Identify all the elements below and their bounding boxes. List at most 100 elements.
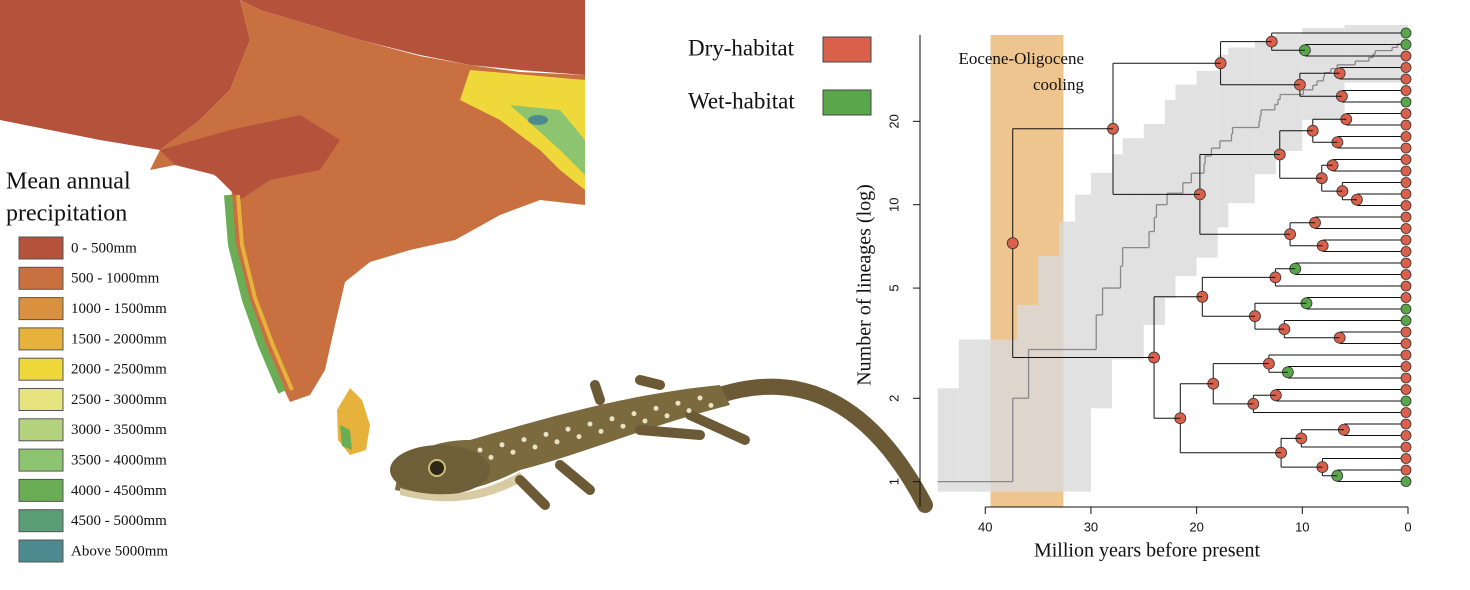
y-tick-label: 10 xyxy=(886,197,901,211)
gecko-spot xyxy=(521,437,527,443)
legend-swatch xyxy=(18,418,64,442)
legend-label: 2500 - 3000mm xyxy=(71,392,167,408)
tree-tip xyxy=(1400,441,1412,453)
legend-swatch xyxy=(18,509,64,533)
tree-tip xyxy=(1400,464,1412,476)
tree-tip xyxy=(1400,476,1412,487)
tree-tip xyxy=(1400,372,1412,384)
gecko-eye xyxy=(428,459,446,477)
gecko-spot xyxy=(488,454,494,460)
gecko-spot xyxy=(499,442,505,448)
ci-band xyxy=(1038,256,1060,492)
gecko-spot xyxy=(576,434,582,440)
tree-tip xyxy=(1400,50,1412,62)
ci-band xyxy=(1344,25,1408,83)
tree-tip xyxy=(1400,211,1412,223)
legend-label: 2000 - 2500mm xyxy=(71,362,167,378)
tree-tip xyxy=(1400,154,1412,165)
tree-tip xyxy=(1400,200,1412,211)
legend-title: Mean annual xyxy=(6,169,131,195)
tree-tip xyxy=(1400,315,1412,326)
tree-tip xyxy=(1400,234,1412,246)
gecko-spot xyxy=(532,444,538,450)
tree-tip xyxy=(1400,303,1412,315)
ci-band xyxy=(937,388,959,492)
tree-tip xyxy=(1400,165,1412,177)
gecko-belly xyxy=(400,472,525,502)
gecko-spot xyxy=(620,423,626,429)
ci-band xyxy=(958,339,1017,492)
sri-lanka-wet xyxy=(340,425,352,450)
tree-tip xyxy=(1400,39,1412,50)
ci-band xyxy=(1175,84,1197,277)
tree-node xyxy=(1006,237,1019,250)
ci-band xyxy=(1254,40,1276,175)
ci-band xyxy=(1090,172,1113,409)
tree-tip xyxy=(1400,280,1412,292)
gecko-leg xyxy=(635,425,705,440)
legend-label: Dry-habitat xyxy=(688,35,795,60)
gecko-spot xyxy=(697,395,703,401)
tree-tip xyxy=(1400,27,1412,39)
ci-band xyxy=(1059,221,1076,492)
ci-band xyxy=(1112,154,1123,360)
tree-tip xyxy=(1400,246,1412,257)
gecko-spot xyxy=(631,411,637,417)
gecko-spot xyxy=(554,439,560,445)
legend-label: 4000 - 4500mm xyxy=(71,483,167,499)
y-tick-label: 20 xyxy=(886,114,901,128)
ci-band xyxy=(1275,34,1303,151)
dry-core xyxy=(160,115,340,200)
tree-tip xyxy=(1400,142,1412,154)
legend-label: 0 - 500mm xyxy=(71,240,137,256)
tree-tip xyxy=(1400,257,1412,269)
wet-northeast xyxy=(460,70,585,190)
gecko-spot xyxy=(609,416,615,422)
tree-tip xyxy=(1400,131,1412,142)
ci-band xyxy=(1122,138,1144,360)
tree-tip xyxy=(1400,62,1412,73)
legend-label: Wet-habitat xyxy=(688,88,795,113)
gecko-spot xyxy=(653,405,659,411)
ci-band xyxy=(1164,99,1176,299)
gecko-leg xyxy=(515,475,550,510)
annotation: Eocene-Oligocene xyxy=(958,49,1084,68)
tree-tip xyxy=(1400,177,1412,188)
tree-tip xyxy=(1400,326,1412,338)
annotation: cooling xyxy=(1033,75,1084,94)
tree-tip xyxy=(1400,108,1412,119)
tree-tip xyxy=(1400,223,1412,234)
tree-tip xyxy=(1400,349,1412,361)
ci-band xyxy=(1075,194,1091,492)
tree-tip xyxy=(1400,384,1412,395)
legend-label: 1500 - 2000mm xyxy=(71,331,167,347)
gecko-spot xyxy=(510,449,516,455)
tree-tip xyxy=(1400,73,1412,85)
gecko-photo xyxy=(390,375,933,513)
gecko-leg xyxy=(590,380,605,405)
precipitation-map: Mean annual precipitation 0 - 500mm 500 - 1… xyxy=(0,0,585,563)
tree-tip xyxy=(1400,292,1412,303)
legend-label: 500 - 1000mm xyxy=(71,271,160,287)
ghats-edge xyxy=(236,194,294,391)
tree-tip xyxy=(1400,338,1412,349)
legend-label: Above 5000mm xyxy=(71,543,168,559)
y-tick-label: 2 xyxy=(886,395,901,402)
gecko-spot xyxy=(642,418,648,424)
western-ghats xyxy=(224,194,286,394)
gecko-spot xyxy=(477,447,483,453)
gecko-leg xyxy=(555,460,595,495)
legend-swatch xyxy=(18,327,64,351)
x-tick-label: 0 xyxy=(1404,519,1411,534)
legend-swatch xyxy=(18,448,64,472)
gecko-spot xyxy=(565,426,571,432)
gecko-spot xyxy=(598,428,604,434)
legend-swatch xyxy=(18,478,64,502)
gecko-leg xyxy=(685,410,750,445)
legend-title: precipitation xyxy=(6,201,127,227)
gecko-spot xyxy=(664,413,670,419)
x-tick-label: 30 xyxy=(1084,519,1098,534)
land-west xyxy=(0,0,250,150)
gecko-spot xyxy=(543,431,549,437)
